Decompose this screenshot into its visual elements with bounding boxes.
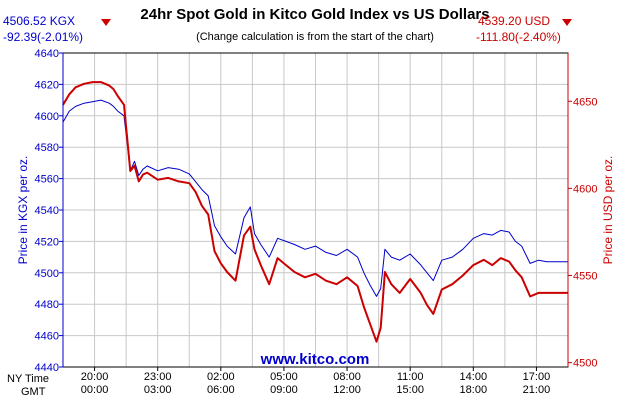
x-tick-label-gmt: 00:00 — [81, 384, 109, 396]
y-left-axis-label: Price in KGX per oz. — [16, 156, 30, 265]
usd-change: -111.80(-2.40%) — [476, 30, 561, 44]
y-left-tick-label: 4580 — [35, 142, 59, 154]
y-right-tick-label: 4600 — [573, 183, 597, 195]
series-line-usd — [62, 81, 568, 343]
chart-title: 24hr Spot Gold in Kitco Gold Index vs US… — [140, 6, 489, 23]
x-tick-label-ny: 17:00 — [523, 371, 551, 383]
y-left-tick-label: 4540 — [35, 205, 59, 217]
x-axis-label-gmt: GMT — [21, 386, 46, 398]
y-right-tick-label: 4500 — [573, 358, 597, 370]
down-arrow-icon — [562, 19, 572, 26]
y-left-tick-label: 4460 — [35, 331, 59, 343]
x-tick-label-ny: 14:00 — [460, 371, 488, 383]
x-tick-label-gmt: 03:00 — [144, 384, 172, 396]
x-tick-label-ny: 23:00 — [144, 371, 172, 383]
y-left-tick-label: 4600 — [35, 111, 59, 123]
y-left-tick-label: 4500 — [35, 268, 59, 280]
usd-value: 4539.20 USD — [478, 14, 550, 28]
y-right-tick-label: 4550 — [573, 271, 597, 283]
x-tick-label-ny: 11:00 — [397, 371, 424, 383]
source-watermark: www.kitco.com — [260, 351, 370, 368]
x-axis-label-ny: NY Time — [7, 373, 49, 385]
chart-subtitle: (Change calculation is from the start of… — [196, 31, 434, 43]
y-left-tick-label: 4560 — [35, 174, 59, 186]
y-right-tick-label: 4650 — [573, 96, 597, 108]
x-tick-label-gmt: 12:00 — [333, 384, 361, 396]
x-tick-label-ny: 08:00 — [333, 371, 361, 383]
y-left-tick-label: 4480 — [35, 299, 59, 311]
x-tick-label-gmt: 21:00 — [523, 384, 551, 396]
y-left-tick-label: 4640 — [35, 48, 59, 60]
series-line-kgx — [62, 99, 568, 297]
y-left-tick-label: 4440 — [35, 362, 59, 374]
series-layer — [62, 81, 568, 343]
x-tick-label-ny: 20:00 — [81, 371, 109, 383]
y-left-tick-label: 4520 — [35, 236, 59, 248]
x-tick-label-gmt: 09:00 — [270, 384, 298, 396]
x-tick-label-gmt: 06:00 — [207, 384, 235, 396]
y-left-tick-label: 4620 — [35, 79, 59, 91]
y-right-axis-label: Price in USD per oz. — [601, 156, 615, 265]
kgx-change: -92.39(-2.01%) — [3, 30, 83, 44]
kgx-value: 4506.52 KGX — [3, 14, 75, 28]
right-axis-ticks: 4500 4550 4600 4650 — [568, 96, 597, 370]
x-tick-label-ny: 05:00 — [270, 371, 298, 383]
left-axis-ticks: 4440 4460 4480 4500 4520 4540 4560 4580 4600 4620… — [35, 48, 63, 374]
x-tick-label-ny: 02:00 — [207, 371, 235, 383]
x-tick-label-gmt: 15:00 — [396, 384, 424, 396]
down-arrow-icon — [101, 19, 111, 26]
x-tick-label-gmt: 18:00 — [460, 384, 488, 396]
